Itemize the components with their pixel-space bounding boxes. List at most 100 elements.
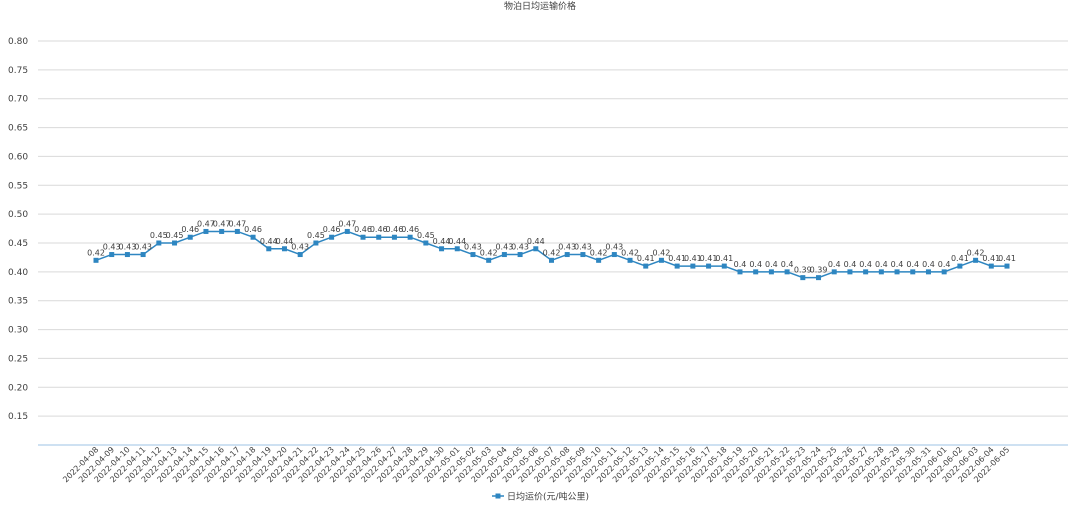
data-point[interactable]	[941, 269, 947, 275]
data-point[interactable]	[187, 234, 193, 240]
data-label: 0.45	[150, 231, 168, 240]
data-point[interactable]	[140, 252, 146, 258]
data-point[interactable]	[156, 240, 162, 246]
data-point[interactable]	[768, 269, 774, 275]
data-label: 0.46	[386, 225, 404, 234]
data-point[interactable]	[784, 269, 790, 275]
data-label: 0.4	[828, 260, 841, 269]
data-label: 0.41	[637, 254, 655, 263]
data-label: 0.45	[166, 231, 184, 240]
data-label: 0.42	[590, 248, 608, 257]
data-point[interactable]	[753, 269, 759, 275]
data-point[interactable]	[423, 240, 429, 246]
data-point[interactable]	[831, 269, 837, 275]
data-point[interactable]	[124, 252, 130, 258]
data-point[interactable]	[690, 263, 696, 269]
data-point[interactable]	[297, 252, 303, 258]
data-point[interactable]	[486, 257, 492, 263]
data-label: 0.4	[734, 260, 747, 269]
data-label: 0.4	[922, 260, 935, 269]
data-point[interactable]	[234, 228, 240, 234]
data-label: 0.4	[781, 260, 794, 269]
data-label: 0.44	[527, 237, 545, 246]
data-point[interactable]	[564, 252, 570, 258]
data-point[interactable]	[658, 257, 664, 263]
data-points	[93, 228, 1010, 281]
data-point[interactable]	[533, 246, 539, 252]
y-tick-label: 0.75	[8, 66, 28, 76]
data-point[interactable]	[391, 234, 397, 240]
data-point[interactable]	[627, 257, 633, 263]
data-point[interactable]	[344, 228, 350, 234]
data-point[interactable]	[250, 234, 256, 240]
data-label: 0.46	[370, 225, 388, 234]
y-tick-label: 0.15	[8, 412, 28, 422]
data-point[interactable]	[407, 234, 413, 240]
data-point[interactable]	[313, 240, 319, 246]
data-label: 0.47	[228, 219, 246, 228]
data-point[interactable]	[611, 252, 617, 258]
data-point[interactable]	[910, 269, 916, 275]
data-point[interactable]	[93, 257, 99, 263]
data-label: 0.43	[511, 243, 529, 252]
data-point[interactable]	[329, 234, 335, 240]
data-point[interactable]	[643, 263, 649, 269]
data-point[interactable]	[894, 269, 900, 275]
data-point[interactable]	[878, 269, 884, 275]
data-point[interactable]	[847, 269, 853, 275]
data-point[interactable]	[988, 263, 994, 269]
data-point[interactable]	[376, 234, 382, 240]
data-label: 0.47	[213, 219, 231, 228]
data-label: 0.4	[749, 260, 762, 269]
data-point[interactable]	[957, 263, 963, 269]
legend[interactable]: 日均运价(元/吨公里)	[492, 491, 589, 503]
y-tick-label: 0.70	[8, 95, 28, 105]
data-point[interactable]	[596, 257, 602, 263]
data-point[interactable]	[580, 252, 586, 258]
data-label: 0.44	[260, 237, 278, 246]
data-label: 0.4	[891, 260, 904, 269]
data-point[interactable]	[800, 275, 806, 281]
data-label: 0.4	[938, 260, 951, 269]
data-point[interactable]	[737, 269, 743, 275]
data-point[interactable]	[925, 269, 931, 275]
data-point[interactable]	[470, 252, 476, 258]
data-point[interactable]	[517, 252, 523, 258]
x-axis-ticks: 2022-04-082022-04-092022-04-102022-04-11…	[61, 445, 1011, 484]
data-point[interactable]	[203, 228, 209, 234]
data-point[interactable]	[439, 246, 445, 252]
y-tick-label: 0.45	[8, 239, 28, 249]
data-label: 0.46	[323, 225, 341, 234]
data-label: 0.44	[433, 237, 451, 246]
data-label: 0.39	[794, 266, 812, 275]
legend-marker-icon	[495, 493, 501, 499]
data-point[interactable]	[816, 275, 822, 281]
data-label: 0.43	[119, 243, 137, 252]
data-label: 0.45	[307, 231, 325, 240]
y-tick-label: 0.80	[8, 37, 28, 47]
data-point[interactable]	[454, 246, 460, 252]
data-point[interactable]	[674, 263, 680, 269]
data-point[interactable]	[281, 246, 287, 252]
data-label: 0.44	[448, 237, 466, 246]
data-point[interactable]	[266, 246, 272, 252]
data-point[interactable]	[863, 269, 869, 275]
data-point[interactable]	[1004, 263, 1010, 269]
data-point[interactable]	[219, 228, 225, 234]
data-label: 0.42	[621, 248, 639, 257]
data-point[interactable]	[501, 252, 507, 258]
data-point[interactable]	[973, 257, 979, 263]
data-labels: 0.420.430.430.430.450.450.460.470.470.47…	[87, 219, 1016, 274]
data-point[interactable]	[721, 263, 727, 269]
data-point[interactable]	[109, 252, 115, 258]
data-point[interactable]	[360, 234, 366, 240]
data-point[interactable]	[549, 257, 554, 263]
data-point[interactable]	[706, 263, 712, 269]
y-tick-label: 0.30	[8, 326, 28, 336]
data-point[interactable]	[172, 240, 178, 246]
data-label: 0.41	[982, 254, 1000, 263]
data-label: 0.39	[810, 266, 828, 275]
y-tick-label: 0.50	[8, 210, 28, 220]
data-label: 0.4	[875, 260, 888, 269]
